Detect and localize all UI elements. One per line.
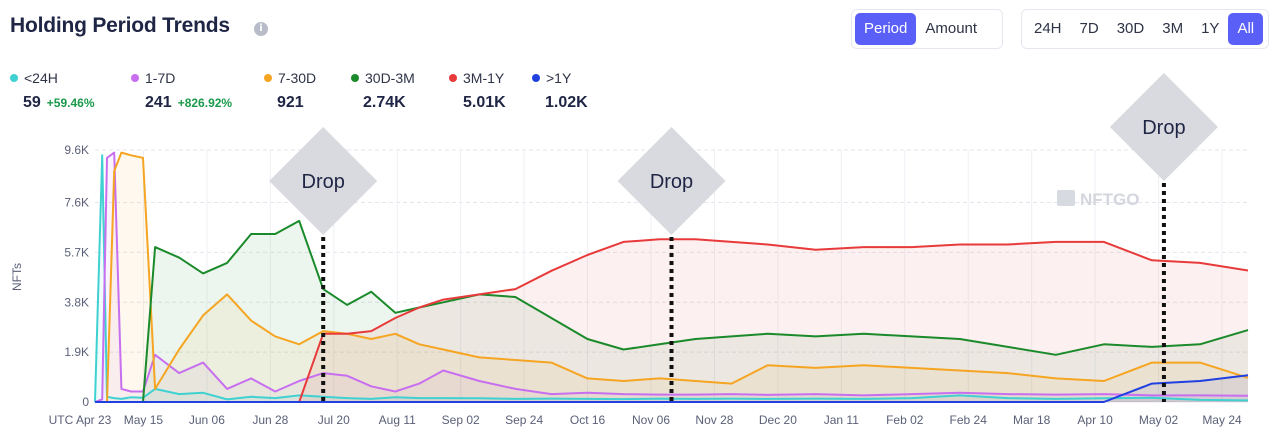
y-tick-label: 9.6K <box>64 143 89 157</box>
legend-dot <box>532 74 540 82</box>
x-tick-label: Oct 16 <box>570 413 606 427</box>
x-tick-label: Feb 02 <box>886 413 924 427</box>
amount-button[interactable]: Amount <box>925 20 978 37</box>
mode-toggle: Period Amount <box>851 9 1003 49</box>
x-tick-label: Jan 11 <box>824 413 859 427</box>
legend-value: 1.02K <box>545 94 588 111</box>
legend-dot <box>351 74 359 82</box>
y-tick-label: 5.7K <box>64 245 89 259</box>
x-tick-label: Sep 24 <box>505 413 543 427</box>
range-1y-button[interactable]: 1Y <box>1201 20 1220 37</box>
legend-dot <box>131 74 139 82</box>
legend-value: 59 <box>23 94 41 111</box>
x-tick-label: Apr 10 <box>1077 413 1113 427</box>
y-tick-label: 0 <box>82 395 89 409</box>
legend-value: 241 <box>145 94 172 111</box>
x-tick-label: May 02 <box>1139 413 1179 427</box>
range-toggle: 24H 7D 30D 3M 1Y All <box>1021 9 1269 49</box>
series-area-1 <box>95 152 1248 402</box>
series-line-5 <box>95 374 1249 403</box>
series-line-2 <box>95 151 1249 403</box>
series-area-3 <box>95 220 1248 402</box>
x-tick-label: May 15 <box>124 413 164 427</box>
x-tick-label: Aug 11 <box>379 413 416 427</box>
legend-value: 5.01K <box>463 94 506 111</box>
y-tick-label: 1.9K <box>64 345 89 359</box>
legend-dot <box>449 74 457 82</box>
x-tick-label: Sep 02 <box>442 413 480 427</box>
drop-label: Drop <box>650 171 693 193</box>
watermark: NFTGO <box>1057 190 1140 209</box>
x-tick-label: Jun 28 <box>252 413 288 427</box>
x-tick-label: Jul 20 <box>318 413 350 427</box>
legend-item-lt24h[interactable]: <24H 59 +59.46% <box>10 70 95 111</box>
range-7d-button[interactable]: 7D <box>1079 20 1099 37</box>
x-tick-label: Nov 06 <box>632 413 670 427</box>
y-tick-label: 7.6K <box>64 196 89 210</box>
legend-value: 921 <box>277 94 304 111</box>
x-tick-label: Dec 20 <box>759 413 797 427</box>
series-line-0 <box>94 154 1249 403</box>
period-button[interactable]: Period <box>855 13 917 45</box>
legend-change: +59.46% <box>46 96 95 110</box>
legend-change: +826.92% <box>177 96 233 110</box>
range-all-button[interactable]: All <box>1228 13 1264 45</box>
page-title: Holding Period Trends <box>10 14 230 37</box>
range-24h-button[interactable]: 24H <box>1034 20 1062 37</box>
info-icon[interactable]: i <box>254 22 268 36</box>
legend-item-30d-3m[interactable]: 30D-3M 2.74K <box>351 70 415 111</box>
series-line-1 <box>94 151 1249 403</box>
x-tick-label: Nov 28 <box>695 413 733 427</box>
x-tick-label: Mar 18 <box>1013 413 1051 427</box>
watermark-logo <box>1057 190 1075 206</box>
drop-label: Drop <box>1142 117 1185 139</box>
legend-item-3m-1y[interactable]: 3M-1Y 5.01K <box>449 70 506 111</box>
drop-label: Drop <box>302 171 345 193</box>
axes: 0 1.9K 3.8K 5.7K 7.6K 9.6K UTC Apr 23 May 15 Jun… <box>10 143 1242 427</box>
legend-item-gt1y[interactable]: >1Y 1.02K <box>532 70 588 111</box>
series-area-2 <box>95 152 1248 402</box>
drop-marker <box>617 127 726 235</box>
y-tick-label: 3.8K <box>64 295 89 309</box>
legend-value: 2.74K <box>363 94 406 111</box>
series-line-3 <box>95 219 1249 403</box>
legend-item-1-7d[interactable]: 1-7D 241 +826.92% <box>131 70 232 111</box>
x-tick-label: Jun 06 <box>189 413 225 427</box>
watermark-text: NFTGO <box>1080 190 1140 209</box>
legend-dot <box>264 74 272 82</box>
series-lines <box>94 151 1249 403</box>
x-tick-label: May 24 <box>1202 413 1242 427</box>
legend-item-7-30d[interactable]: 7-30D 921 <box>264 70 316 111</box>
x-tick-label: Feb 24 <box>950 413 988 427</box>
series-area-5 <box>95 375 1248 402</box>
x-tick-label: UTC Apr 23 <box>49 413 112 427</box>
range-3m-button[interactable]: 3M <box>1162 20 1184 37</box>
y-axis-label: NFTs <box>10 263 24 291</box>
range-30d-button[interactable]: 30D <box>1116 20 1145 37</box>
legend-dot <box>10 74 18 82</box>
drop-marker <box>269 127 378 235</box>
drop-marker <box>1109 73 1218 181</box>
annotations: Drop Drop Drop <box>269 73 1218 402</box>
